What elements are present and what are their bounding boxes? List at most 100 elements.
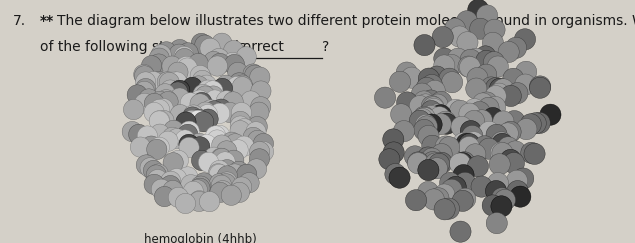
Circle shape	[491, 132, 512, 153]
Circle shape	[154, 186, 175, 207]
Circle shape	[487, 173, 509, 194]
Circle shape	[431, 144, 452, 165]
Circle shape	[189, 191, 209, 212]
Circle shape	[122, 122, 142, 142]
Circle shape	[178, 43, 198, 63]
Text: The diagram below illustrates two different protein molecules found in organisms: The diagram below illustrates two differ…	[57, 14, 635, 28]
Circle shape	[149, 111, 170, 131]
Circle shape	[215, 152, 235, 172]
Circle shape	[396, 62, 417, 83]
Circle shape	[408, 152, 429, 173]
Circle shape	[456, 133, 477, 154]
Circle shape	[174, 46, 194, 67]
Circle shape	[410, 95, 431, 117]
Circle shape	[491, 196, 512, 217]
Circle shape	[453, 133, 474, 154]
Circle shape	[484, 19, 505, 40]
Circle shape	[452, 190, 473, 211]
Circle shape	[166, 169, 187, 189]
Circle shape	[251, 97, 271, 117]
Circle shape	[408, 153, 429, 174]
Circle shape	[436, 113, 457, 134]
Circle shape	[497, 123, 518, 144]
Circle shape	[170, 104, 190, 125]
Circle shape	[410, 110, 431, 131]
Circle shape	[493, 79, 514, 100]
Circle shape	[450, 153, 471, 174]
Circle shape	[441, 72, 463, 93]
Circle shape	[445, 99, 466, 120]
Circle shape	[250, 149, 269, 169]
Circle shape	[179, 134, 199, 155]
Circle shape	[190, 176, 211, 196]
Circle shape	[163, 153, 184, 173]
Circle shape	[486, 181, 507, 202]
Circle shape	[144, 102, 164, 123]
Circle shape	[414, 107, 435, 129]
Circle shape	[471, 110, 492, 131]
Circle shape	[525, 113, 546, 134]
Circle shape	[196, 75, 217, 95]
Circle shape	[468, 0, 489, 20]
Circle shape	[520, 114, 542, 135]
Circle shape	[216, 75, 236, 95]
Circle shape	[489, 154, 510, 175]
Circle shape	[472, 93, 493, 114]
Circle shape	[184, 105, 204, 125]
Circle shape	[241, 91, 261, 111]
Circle shape	[463, 132, 485, 153]
Circle shape	[460, 121, 481, 142]
Circle shape	[476, 64, 497, 85]
Circle shape	[155, 84, 175, 104]
Circle shape	[375, 87, 396, 108]
Circle shape	[445, 176, 466, 198]
Circle shape	[422, 135, 443, 156]
Circle shape	[418, 182, 439, 203]
Circle shape	[422, 152, 443, 173]
Circle shape	[246, 159, 267, 179]
Circle shape	[476, 50, 497, 71]
Circle shape	[190, 94, 210, 114]
Circle shape	[182, 107, 203, 127]
Circle shape	[144, 71, 164, 92]
Circle shape	[146, 165, 166, 185]
Circle shape	[189, 133, 209, 154]
Circle shape	[530, 77, 551, 98]
Circle shape	[209, 164, 229, 184]
Circle shape	[428, 188, 449, 209]
Circle shape	[462, 125, 483, 147]
Circle shape	[207, 130, 227, 150]
Circle shape	[192, 70, 213, 91]
Circle shape	[187, 180, 208, 200]
Circle shape	[429, 153, 450, 174]
Circle shape	[140, 158, 160, 178]
Circle shape	[504, 152, 525, 174]
Circle shape	[232, 77, 252, 97]
Circle shape	[503, 68, 524, 89]
Circle shape	[424, 80, 445, 101]
Circle shape	[464, 110, 485, 131]
Circle shape	[413, 119, 435, 140]
Circle shape	[149, 71, 170, 92]
Circle shape	[228, 62, 248, 83]
Text: ?: ?	[322, 40, 330, 54]
Circle shape	[135, 72, 156, 92]
Circle shape	[476, 5, 498, 26]
Circle shape	[210, 182, 230, 202]
Circle shape	[250, 67, 270, 87]
Circle shape	[465, 78, 487, 99]
Circle shape	[251, 81, 271, 101]
Circle shape	[194, 112, 214, 132]
Circle shape	[253, 133, 274, 154]
Circle shape	[217, 141, 237, 161]
Circle shape	[134, 81, 154, 102]
Circle shape	[478, 97, 499, 118]
Circle shape	[168, 187, 189, 208]
Circle shape	[491, 188, 512, 209]
Circle shape	[483, 107, 504, 129]
Circle shape	[418, 159, 439, 181]
Circle shape	[485, 86, 506, 107]
Circle shape	[197, 104, 218, 125]
Circle shape	[168, 82, 188, 102]
Circle shape	[150, 124, 170, 144]
